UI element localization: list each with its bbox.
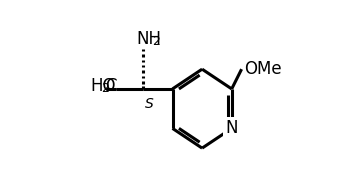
Text: OMe: OMe — [244, 60, 282, 78]
Text: S: S — [145, 97, 154, 111]
Text: NH: NH — [137, 30, 161, 48]
Text: 2: 2 — [152, 35, 160, 48]
Text: HO: HO — [90, 77, 116, 95]
Text: 2: 2 — [102, 82, 109, 95]
Text: N: N — [226, 119, 238, 137]
Text: C: C — [105, 77, 117, 95]
